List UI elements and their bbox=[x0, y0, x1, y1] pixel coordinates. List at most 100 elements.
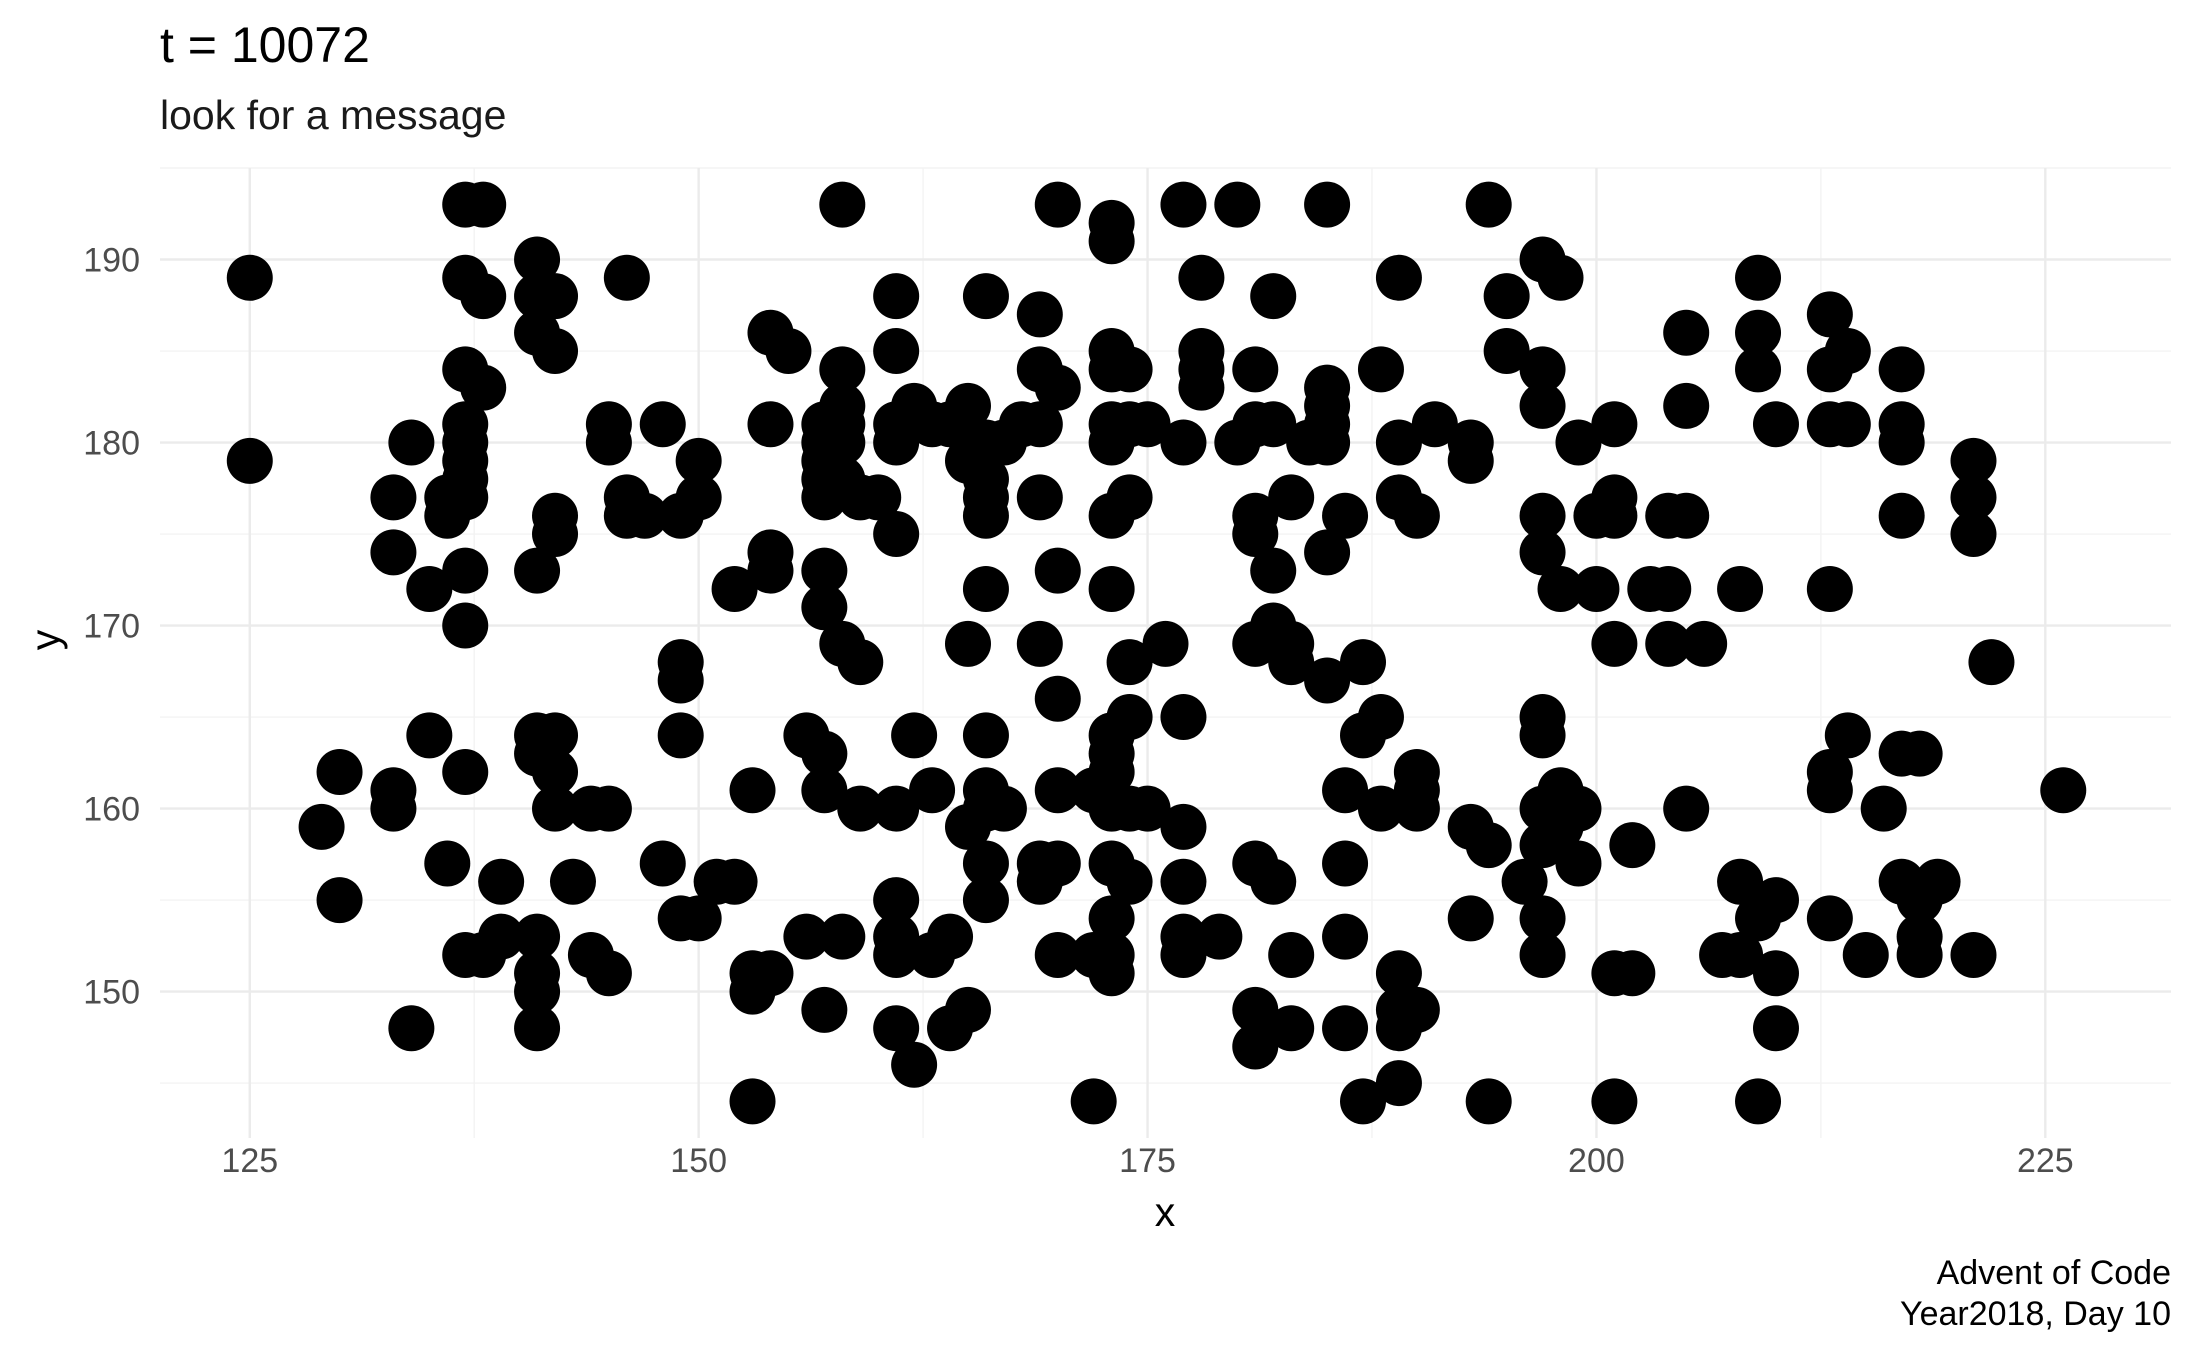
data-point bbox=[1950, 474, 1997, 521]
data-point bbox=[1375, 950, 1422, 997]
data-point bbox=[1250, 547, 1297, 594]
data-point bbox=[1465, 1078, 1512, 1125]
y-tick-label: 190 bbox=[83, 242, 140, 280]
y-tick-label: 150 bbox=[83, 974, 140, 1012]
data-point bbox=[1016, 401, 1063, 448]
data-point bbox=[765, 328, 812, 375]
data-point bbox=[801, 730, 848, 777]
data-point bbox=[657, 712, 704, 759]
data-point bbox=[1106, 858, 1153, 905]
data-point bbox=[1519, 895, 1566, 942]
data-point bbox=[424, 840, 471, 887]
data-point bbox=[1824, 712, 1871, 759]
data-point bbox=[226, 437, 273, 484]
data-point bbox=[944, 986, 991, 1033]
data-point bbox=[316, 748, 363, 795]
data-point bbox=[406, 565, 453, 612]
data-point bbox=[514, 913, 561, 960]
data-point bbox=[891, 1041, 938, 1088]
data-point bbox=[980, 785, 1027, 832]
data-point bbox=[1088, 748, 1135, 795]
data-point bbox=[406, 712, 453, 759]
x-tick-label: 125 bbox=[221, 1142, 278, 1180]
data-point bbox=[388, 419, 435, 466]
data-point bbox=[873, 273, 920, 320]
data-point bbox=[1752, 877, 1799, 924]
data-point bbox=[1950, 437, 1997, 484]
data-point bbox=[1519, 529, 1566, 576]
data-point bbox=[1393, 492, 1440, 539]
data-point bbox=[478, 858, 525, 905]
data-point bbox=[1160, 419, 1207, 466]
data-point bbox=[1573, 565, 1620, 612]
data-point bbox=[747, 547, 794, 594]
data-point bbox=[1322, 492, 1369, 539]
data-point bbox=[1447, 895, 1494, 942]
data-point bbox=[1735, 254, 1782, 301]
data-point bbox=[1645, 565, 1692, 612]
data-point bbox=[1555, 840, 1602, 887]
data-point bbox=[442, 602, 489, 649]
x-tick-label: 200 bbox=[1568, 1142, 1625, 1180]
data-point bbox=[1250, 273, 1297, 320]
data-point bbox=[1268, 1005, 1315, 1052]
data-point bbox=[1752, 950, 1799, 997]
data-point bbox=[1142, 620, 1189, 667]
data-point bbox=[1645, 620, 1692, 667]
data-point bbox=[1322, 840, 1369, 887]
data-point bbox=[1034, 181, 1081, 228]
data-point bbox=[1268, 474, 1315, 521]
data-point bbox=[747, 401, 794, 448]
data-point bbox=[1735, 1078, 1782, 1125]
data-point bbox=[873, 785, 920, 832]
data-point bbox=[711, 858, 758, 905]
data-point bbox=[1304, 419, 1351, 466]
chart-subtitle: look for a message bbox=[160, 92, 506, 138]
data-point bbox=[1070, 1078, 1117, 1125]
data-point bbox=[1160, 858, 1207, 905]
data-point bbox=[873, 419, 920, 466]
data-point bbox=[1860, 785, 1907, 832]
data-point bbox=[1717, 565, 1764, 612]
data-point bbox=[1555, 785, 1602, 832]
x-axis-ticks: 125 150 175 200 225 bbox=[221, 1142, 2073, 1180]
data-point bbox=[532, 712, 579, 759]
data-point bbox=[1196, 913, 1243, 960]
data-point bbox=[1483, 328, 1530, 375]
data-point bbox=[873, 931, 920, 978]
data-point bbox=[1806, 291, 1853, 338]
data-point bbox=[1717, 858, 1764, 905]
data-point bbox=[1896, 730, 1943, 777]
x-tick-label: 175 bbox=[1119, 1142, 1176, 1180]
data-point bbox=[370, 785, 417, 832]
y-tick-label: 160 bbox=[83, 791, 140, 829]
data-point bbox=[1824, 328, 1871, 375]
data-point bbox=[819, 913, 866, 960]
data-point bbox=[532, 273, 579, 320]
data-point bbox=[1160, 803, 1207, 850]
data-point bbox=[388, 1005, 435, 1052]
data-point bbox=[549, 858, 596, 905]
data-point bbox=[1411, 401, 1458, 448]
data-point bbox=[1088, 950, 1135, 997]
caption-line-1: Advent of Code bbox=[1937, 1254, 2171, 1292]
data-point bbox=[585, 950, 632, 997]
data-point bbox=[478, 913, 525, 960]
data-point bbox=[1465, 822, 1512, 869]
data-point bbox=[1250, 858, 1297, 905]
data-point bbox=[1519, 346, 1566, 393]
data-point bbox=[1268, 931, 1315, 978]
data-point bbox=[873, 1005, 920, 1052]
data-point bbox=[639, 840, 686, 887]
data-point bbox=[1824, 401, 1871, 448]
data-point bbox=[1322, 1005, 1369, 1052]
data-point bbox=[1447, 437, 1494, 484]
data-point bbox=[1663, 382, 1710, 429]
data-point bbox=[316, 877, 363, 924]
data-point bbox=[1950, 511, 1997, 558]
data-point bbox=[1034, 547, 1081, 594]
data-point bbox=[370, 474, 417, 521]
data-point bbox=[962, 712, 1009, 759]
data-point bbox=[1878, 346, 1925, 393]
data-point bbox=[1088, 218, 1135, 265]
